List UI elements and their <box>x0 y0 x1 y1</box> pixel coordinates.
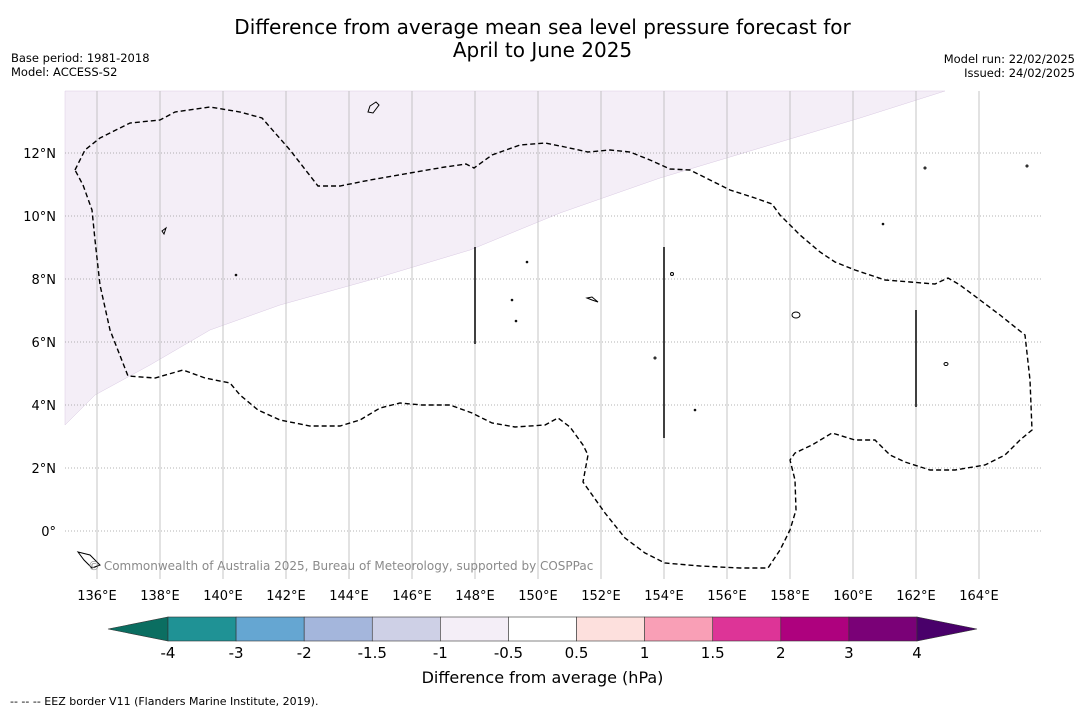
colorbar-tick-label: -4 <box>161 644 176 662</box>
eez-boundary <box>74 106 1033 569</box>
lon-label: 140°E <box>203 589 243 604</box>
colorbar-tick-label: -0.5 <box>494 644 523 662</box>
colorbar-extend-low <box>107 616 169 642</box>
shaded-region <box>64 90 946 426</box>
lat-label: 8°N <box>32 273 57 288</box>
lon-label: 148°E <box>455 589 495 604</box>
colorbar-swatch <box>644 616 714 642</box>
lon-label: 150°E <box>518 589 558 604</box>
map-title-line1: Difference from average mean sea level p… <box>234 15 851 39</box>
lon-label: 152°E <box>581 589 621 604</box>
colorbar-swatch <box>780 616 850 642</box>
lon-label: 156°E <box>707 589 747 604</box>
meta-right: Model run: 22/02/2025 Issued: 24/02/2025 <box>944 52 1075 80</box>
colorbar: -4 -3 -2 -1.5 -1 -0.5 0.5 1 1.5 2 3 4 <box>107 616 978 662</box>
lon-label: 162°E <box>896 589 936 604</box>
lon-label: 154°E <box>644 589 684 604</box>
base-period: Base period: 1981-2018 <box>11 51 150 65</box>
colorbar-swatch <box>576 616 645 642</box>
lon-label: 142°E <box>266 589 306 604</box>
colorbar-tick-label: -2 <box>297 644 312 662</box>
lon-label: 138°E <box>140 589 180 604</box>
lon-label: 144°E <box>329 589 369 604</box>
lon-label: 146°E <box>392 589 432 604</box>
lon-label: 158°E <box>770 589 810 604</box>
lat-label: 2°N <box>32 462 57 477</box>
colorbar-tick-label: -1.5 <box>358 644 387 662</box>
lat-label: 10°N <box>23 210 56 225</box>
footnote: -- -- -- EEZ border V11 (Flanders Marine… <box>10 695 319 708</box>
colorbar-swatch <box>303 616 373 642</box>
lat-label: 12°N <box>23 147 56 162</box>
colorbar-swatch <box>371 616 441 642</box>
lon-label: 164°E <box>959 589 999 604</box>
model-run: Model run: 22/02/2025 <box>943 52 1075 66</box>
colorbar-tick-label: 3 <box>844 644 854 662</box>
lon-label: 160°E <box>833 589 873 604</box>
islands <box>76 101 1029 569</box>
colorbar-tick-label: 2 <box>776 644 786 662</box>
colorbar-swatch <box>508 616 577 642</box>
colorbar-title: Difference from average (hPa) <box>421 668 664 687</box>
map-title-line2: April to June 2025 <box>452 38 633 62</box>
colorbar-tick-label: 0.5 <box>565 644 589 662</box>
colorbar-swatch <box>848 616 918 642</box>
colorbar-swatch <box>440 616 509 642</box>
model-name: Model: ACCESS-S2 <box>11 65 118 79</box>
lon-label: 136°E <box>77 589 117 604</box>
colorbar-extend-high <box>916 616 978 642</box>
colorbar-swatch <box>167 616 237 642</box>
longitude-labels: 136°E 138°E 140°E 142°E 144°E 146°E 148°E 150°E… <box>77 589 999 604</box>
latitude-labels: 12°N 10°N 8°N 6°N 4°N 2°N 0° <box>23 147 56 540</box>
lat-label: 4°N <box>32 399 57 414</box>
colorbar-tick-label: 4 <box>912 644 922 662</box>
colorbar-tick-label: -1 <box>433 644 448 662</box>
lat-label: 6°N <box>32 336 57 351</box>
colorbar-tick-label: 1.5 <box>701 644 725 662</box>
meta-left: Base period: 1981-2018 Model: ACCESS-S2 <box>11 51 150 79</box>
colorbar-tick-label: -3 <box>229 644 244 662</box>
lat-label: 0° <box>41 525 56 540</box>
copyright-notice: © Commonwealth of Australia 2025, Bureau… <box>88 559 593 573</box>
colorbar-swatch <box>235 616 305 642</box>
colorbar-swatch <box>712 616 782 642</box>
colorbar-tick-label: 1 <box>640 644 650 662</box>
issued-date: Issued: 24/02/2025 <box>964 66 1075 80</box>
